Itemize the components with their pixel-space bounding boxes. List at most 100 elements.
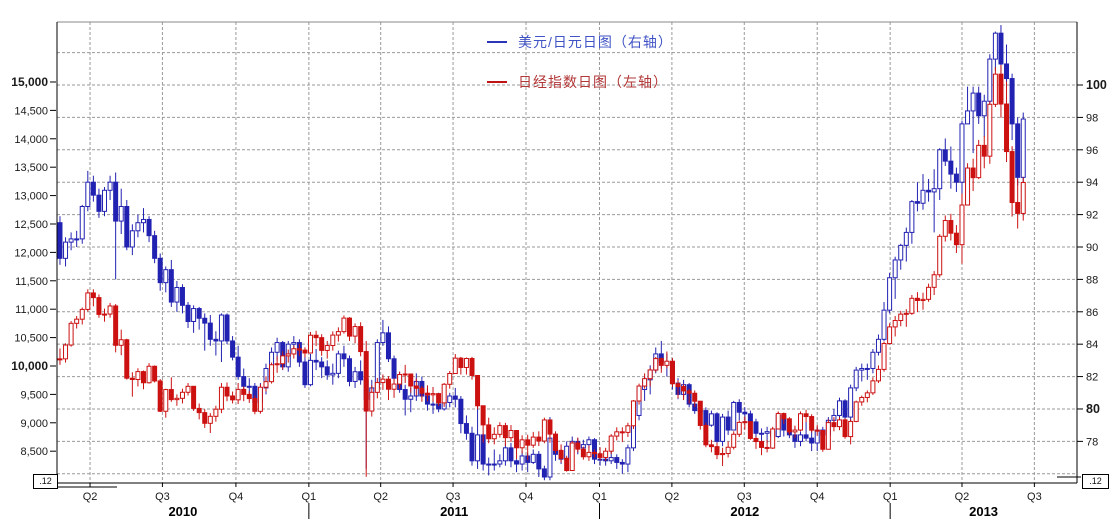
candle-body <box>352 326 358 337</box>
candle-body <box>352 371 358 382</box>
candle-body <box>213 408 219 417</box>
candle-body <box>664 360 670 366</box>
candle-body <box>981 144 987 157</box>
candle-body <box>842 419 848 438</box>
candle-body <box>168 269 174 303</box>
candle-body <box>564 457 570 472</box>
candle-body <box>380 332 386 344</box>
candle-body <box>714 446 720 456</box>
candle-body <box>775 413 781 430</box>
candle-body <box>335 331 341 336</box>
candle-body <box>875 338 881 353</box>
candle-body <box>135 222 141 232</box>
candle-body <box>553 433 559 451</box>
candle-body <box>642 378 648 387</box>
candle-body <box>458 357 464 368</box>
left-axis-tick-label: 8,500 <box>20 446 48 458</box>
quarter-label: Q2 <box>373 491 388 503</box>
quarter-label: Q4 <box>519 491 534 503</box>
right-axis-tick-label: 88 <box>1086 274 1098 286</box>
gridlines <box>57 22 1077 483</box>
candle-body <box>74 238 80 241</box>
candle-body <box>981 100 987 117</box>
candle-body <box>246 385 252 388</box>
candle-body <box>859 367 865 371</box>
legend-item-usdjpy: 美元/日元日图（右轴） <box>487 33 673 51</box>
candle-body <box>803 434 809 439</box>
candle-body <box>90 292 96 299</box>
candle-body <box>809 437 815 444</box>
candle-body <box>397 374 403 385</box>
candle-body <box>998 73 1004 105</box>
candle-body <box>57 222 63 259</box>
candle-body <box>742 411 748 415</box>
left-axis-tick-label: 12,000 <box>14 247 48 259</box>
candle-body <box>547 419 553 435</box>
candle-body <box>241 376 247 387</box>
candle-body <box>753 437 759 443</box>
candle-body <box>458 398 464 425</box>
candle-body <box>586 439 592 446</box>
candle-body <box>452 395 458 400</box>
candle-body <box>213 338 219 342</box>
candle-body <box>731 433 737 448</box>
candle-body <box>475 374 481 407</box>
candle-body <box>903 312 909 315</box>
candle-body <box>385 332 391 360</box>
candle-body <box>736 401 742 413</box>
candle-body <box>998 32 1004 65</box>
candle-body <box>747 413 753 423</box>
candle-body <box>714 413 720 442</box>
candle-body <box>285 353 291 357</box>
candle-body <box>274 363 280 366</box>
candle-body <box>937 149 943 190</box>
right-axis-tick-label: 96 <box>1086 145 1098 157</box>
candle-body <box>335 353 341 374</box>
candle-body <box>987 58 993 102</box>
candle-body <box>319 337 325 351</box>
left-axis-tick-label: 13,000 <box>14 191 48 203</box>
candle-body <box>196 308 202 319</box>
candle-body <box>630 400 636 427</box>
candle-body <box>185 385 191 393</box>
candle-body <box>875 368 881 382</box>
candle-body <box>764 446 770 449</box>
candle-body <box>953 232 959 246</box>
axis-labels: 15,000 14,500 14,000 13,500 13,000 12,500 12,0… <box>11 75 1107 519</box>
candle-body <box>413 385 419 389</box>
right-axis-tick-label: 80 <box>1086 402 1100 416</box>
candle-body <box>469 357 475 376</box>
candle-body <box>475 434 481 462</box>
candle-body <box>269 364 275 383</box>
left-axis-tick-label: 14,000 <box>14 134 48 146</box>
quarter-label: Q4 <box>810 491 825 503</box>
candle-body <box>1009 78 1015 125</box>
candle-body <box>731 401 737 431</box>
candle-body <box>519 439 525 449</box>
candle-body <box>914 297 920 301</box>
candle-body <box>625 447 631 465</box>
candle-body <box>447 372 453 385</box>
candle-body <box>992 73 998 105</box>
candle-body <box>96 297 102 315</box>
candle-body <box>759 441 765 448</box>
candle-body <box>241 388 247 395</box>
candle-body <box>965 167 971 206</box>
candle-body <box>230 395 236 401</box>
candle-body <box>887 326 893 345</box>
candle-body <box>653 358 659 371</box>
candle-body <box>113 305 119 346</box>
candle-body <box>736 421 742 435</box>
candle-body <box>692 392 698 402</box>
candle-body <box>140 218 146 224</box>
scale-box-left: .12 <box>33 474 58 489</box>
candle-body <box>892 319 898 328</box>
candle-body <box>530 436 536 446</box>
candle-body <box>469 432 475 462</box>
candle-body <box>313 334 319 339</box>
right-axis-tick-label: 100 <box>1086 78 1107 92</box>
candle-body <box>836 419 842 428</box>
candle-body <box>402 373 408 376</box>
candle-body <box>770 428 776 449</box>
candle-body <box>970 92 976 112</box>
